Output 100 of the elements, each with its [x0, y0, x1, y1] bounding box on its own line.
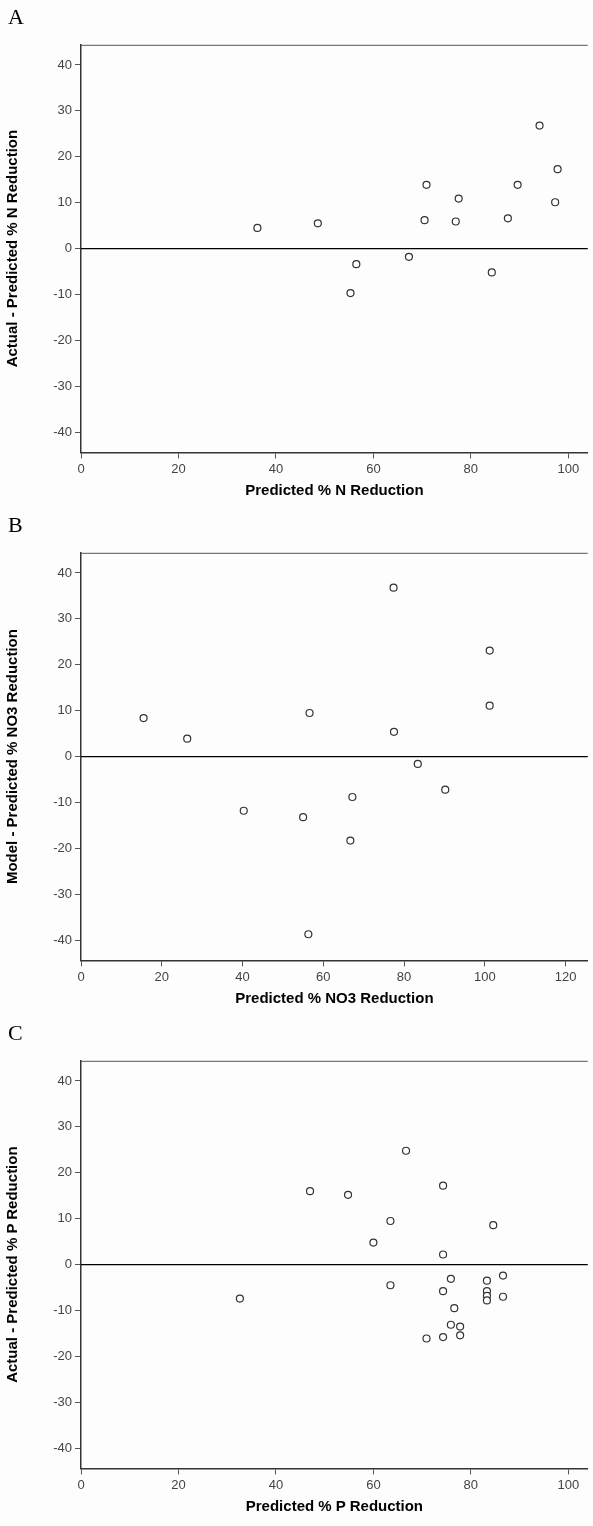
x-tick-label: 20	[171, 1476, 186, 1492]
x-tick-label: 80	[463, 460, 479, 476]
point	[503, 214, 512, 223]
y-tick-label: -30	[53, 885, 72, 901]
x-axis-title: Predicted % N Reduction	[245, 481, 424, 499]
y-tick-label: -10	[53, 1302, 72, 1318]
x-tick-label: 120	[554, 968, 577, 984]
y-tick-label: -20	[53, 1347, 72, 1363]
y-axis-title: Actual - Predicted % N Reduction	[3, 129, 21, 368]
y-tick-label: -30	[53, 377, 72, 393]
point	[456, 1331, 465, 1340]
point	[239, 806, 248, 815]
x-axis-title: Predicted % P Reduction	[245, 1497, 424, 1515]
y-tick-label: -30	[53, 1393, 72, 1409]
point	[389, 727, 399, 736]
y-axis-title: Actual - Predicted % P Reduction	[3, 1146, 21, 1383]
point	[498, 1292, 508, 1301]
x-tick-label: 40	[268, 1476, 284, 1492]
x-tick-label: 40	[235, 968, 250, 984]
x-tick-label: 0	[77, 460, 85, 476]
point	[352, 260, 361, 269]
y-tick-label: 10	[57, 702, 72, 718]
y-tick-label: -40	[53, 1439, 72, 1455]
x-tick-label: 60	[366, 1476, 381, 1492]
x-tick-label: 20	[154, 968, 169, 984]
x-tick-label: 100	[557, 460, 580, 476]
y-tick-label: 30	[57, 102, 72, 118]
y-tick-label: -40	[53, 423, 72, 439]
y-tick-label: -20	[53, 331, 72, 347]
point	[235, 1294, 244, 1303]
point	[485, 701, 494, 710]
y-axis-title: Model - Predicted % NO3 Reduction	[3, 629, 21, 885]
point	[446, 1320, 455, 1329]
point	[438, 1333, 448, 1342]
point	[451, 217, 460, 226]
y-tick-label: 10	[57, 1210, 72, 1226]
y-tick-label: -40	[53, 931, 72, 947]
y-tick-label: 0	[64, 240, 72, 256]
point	[450, 1304, 459, 1313]
y-tick-label: 20	[57, 1164, 72, 1180]
chart-title: A	[7, 3, 25, 31]
y-tick-label: 40	[57, 564, 72, 580]
point	[487, 268, 496, 277]
y-tick-label: 0	[64, 1256, 72, 1272]
point	[551, 198, 560, 207]
y-tick-label: 0	[64, 748, 72, 764]
point	[482, 1296, 492, 1305]
x-tick-label: 0	[77, 968, 85, 984]
point	[139, 713, 148, 723]
point	[348, 792, 357, 802]
x-tick-label: 80	[463, 1476, 479, 1492]
point	[553, 165, 562, 174]
point	[386, 1281, 395, 1290]
y-tick-label: 20	[57, 656, 72, 672]
x-tick-label: 0	[77, 1476, 85, 1492]
y-tick-label: 30	[57, 610, 72, 626]
point	[535, 121, 544, 130]
point	[253, 223, 262, 233]
x-tick-label: 20	[171, 460, 186, 476]
point	[422, 180, 431, 189]
x-tick-label: 80	[396, 968, 412, 984]
point	[420, 216, 429, 225]
point	[413, 759, 422, 769]
point	[485, 646, 494, 655]
point	[404, 252, 414, 261]
y-tick-label: 20	[57, 148, 72, 164]
x-tick-label: 100	[557, 1476, 580, 1492]
point	[456, 1322, 465, 1331]
point	[343, 1190, 353, 1199]
chart-title: C	[7, 1019, 24, 1047]
point	[346, 836, 355, 845]
point	[183, 734, 192, 743]
x-axis-title: Predicted % NO3 Reduction	[235, 989, 434, 1007]
point	[482, 1276, 492, 1285]
y-tick-label: 40	[57, 1072, 72, 1088]
point	[369, 1238, 378, 1247]
point	[313, 219, 322, 228]
point	[446, 1274, 455, 1283]
y-tick-label: 30	[57, 1118, 72, 1134]
point	[422, 1334, 431, 1343]
point	[438, 1287, 448, 1296]
y-tick-label: 10	[57, 194, 72, 210]
point	[438, 1250, 448, 1259]
chart-title: B	[7, 511, 24, 539]
point	[498, 1271, 508, 1280]
point	[513, 180, 522, 189]
y-tick-label: -20	[53, 839, 72, 855]
point	[454, 194, 463, 203]
point	[305, 708, 314, 718]
point	[305, 1187, 315, 1196]
y-tick-label: 40	[57, 56, 72, 72]
point	[304, 930, 313, 939]
y-tick-label: -10	[53, 794, 72, 810]
point	[441, 785, 450, 794]
point	[401, 1146, 411, 1155]
x-tick-label: 100	[473, 968, 496, 984]
x-tick-label: 60	[316, 968, 331, 984]
point	[389, 583, 398, 592]
x-tick-label: 60	[366, 460, 381, 476]
point	[438, 1181, 448, 1190]
